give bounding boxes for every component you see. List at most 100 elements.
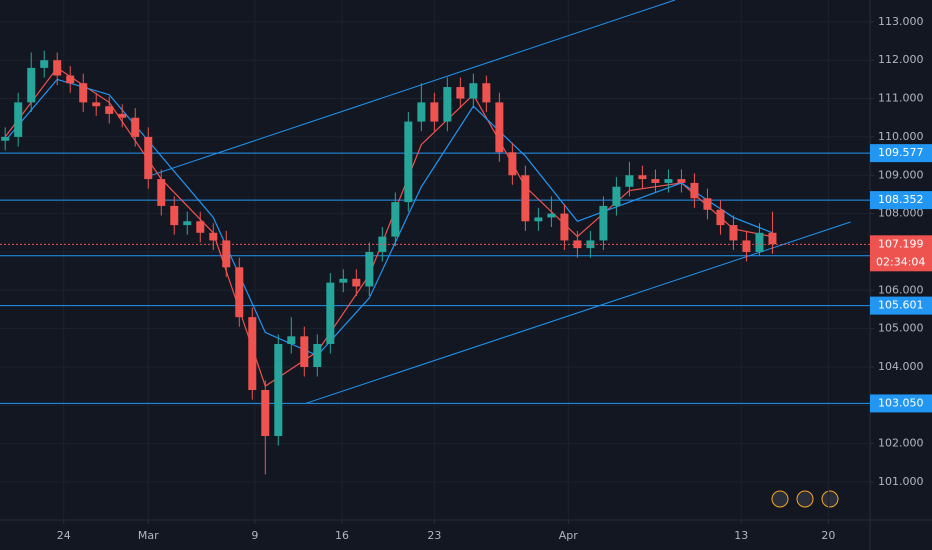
level-label: 103.050 xyxy=(878,396,924,409)
candle-body xyxy=(1,136,10,141)
icon[interactable] xyxy=(771,490,789,508)
last-price-label: 107.199 xyxy=(878,237,924,250)
candle-body xyxy=(352,278,361,287)
candle-body xyxy=(235,267,244,318)
icon[interactable] xyxy=(821,490,839,508)
candle-body xyxy=(378,236,387,252)
candle-body xyxy=(768,232,777,245)
candle-body xyxy=(677,179,686,183)
x-tick-label: Mar xyxy=(138,529,159,542)
candle-body xyxy=(482,83,491,103)
level-label-box xyxy=(870,191,932,210)
candle-body xyxy=(365,251,374,287)
level-label-box xyxy=(870,296,932,315)
candle-body xyxy=(417,102,426,122)
level-label-box xyxy=(870,144,932,163)
level-label-box xyxy=(870,394,932,413)
candle-body xyxy=(209,232,218,241)
candle-body xyxy=(456,87,465,99)
candle-body xyxy=(521,175,530,222)
candle-body xyxy=(469,83,478,99)
y-tick-label: 104.000 xyxy=(878,360,924,373)
x-tick-label: 16 xyxy=(335,529,349,542)
candle-body xyxy=(404,121,413,203)
countdown: 02:34:04 xyxy=(876,255,925,268)
candle-body xyxy=(313,343,322,367)
x-tick-label: 13 xyxy=(734,529,748,542)
candle-body xyxy=(547,213,556,218)
candle-body xyxy=(495,102,504,153)
level-label: 108.352 xyxy=(878,193,924,206)
candle-body xyxy=(625,175,634,187)
x-tick-label: Apr xyxy=(559,529,579,542)
candle-body xyxy=(79,83,88,103)
candle-body xyxy=(40,60,49,68)
candle-body xyxy=(300,336,309,367)
x-tick-label: 20 xyxy=(821,529,835,542)
candle-body xyxy=(14,102,23,137)
grid xyxy=(0,0,870,520)
candle-body xyxy=(183,221,192,226)
candle-body xyxy=(599,205,608,241)
candle-body xyxy=(690,182,699,199)
plot xyxy=(0,0,870,475)
x-tick-label: 9 xyxy=(251,529,258,542)
y-tick-label: 113.000 xyxy=(878,15,924,28)
y-tick-label: 109.000 xyxy=(878,168,924,181)
candle-body xyxy=(729,225,738,241)
candle-body xyxy=(118,113,127,118)
candle-body xyxy=(287,336,296,344)
candle-body xyxy=(170,205,179,226)
y-tick-label: 112.000 xyxy=(878,53,924,66)
candle-body xyxy=(651,179,660,183)
candle-body xyxy=(586,240,595,249)
candle-body xyxy=(560,213,569,241)
level-label: 105.601 xyxy=(878,299,924,312)
y-tick-label: 106.000 xyxy=(878,283,924,296)
icon[interactable] xyxy=(796,490,814,508)
candle-body xyxy=(742,240,751,252)
y-tick-label: 102.000 xyxy=(878,437,924,450)
y-tick-label: 108.000 xyxy=(878,207,924,220)
candle-body xyxy=(716,209,725,226)
candle-body xyxy=(755,232,764,252)
y-tick-label: 111.000 xyxy=(878,92,924,105)
candle-body xyxy=(27,67,36,103)
candle-body xyxy=(261,390,270,437)
candle-body xyxy=(274,343,283,437)
ma-line xyxy=(4,78,773,357)
candle-body xyxy=(391,202,400,237)
candle-body xyxy=(157,179,166,206)
candle-body xyxy=(430,102,439,122)
candle-body xyxy=(612,186,621,206)
x-tick-label: 23 xyxy=(427,529,441,542)
y-tick-label: 105.000 xyxy=(878,322,924,335)
candle-body xyxy=(508,152,517,176)
trendline xyxy=(305,221,851,404)
candle-body xyxy=(664,179,673,183)
candle-body xyxy=(131,117,140,137)
candle-body xyxy=(196,221,205,233)
candle-body xyxy=(66,75,75,84)
x-tick-label: 24 xyxy=(57,529,71,542)
candle-body xyxy=(534,217,543,222)
candle-body xyxy=(105,106,114,114)
candle-body xyxy=(92,102,101,107)
candle-body xyxy=(443,87,452,122)
candle-body xyxy=(703,198,712,210)
toolbar-icons[interactable] xyxy=(771,490,839,508)
candle-body xyxy=(144,136,153,180)
candle-body xyxy=(53,60,62,76)
level-label: 109.577 xyxy=(878,146,924,159)
candle-body xyxy=(326,282,335,344)
y-tick-label: 101.000 xyxy=(878,475,924,488)
candle-body xyxy=(222,240,231,268)
candle-body xyxy=(248,317,257,390)
last-price-box xyxy=(870,235,932,272)
candle-body xyxy=(638,175,647,180)
y-tick-label: 110.000 xyxy=(878,130,924,143)
candle-body xyxy=(339,278,348,283)
trendline xyxy=(145,0,676,178)
